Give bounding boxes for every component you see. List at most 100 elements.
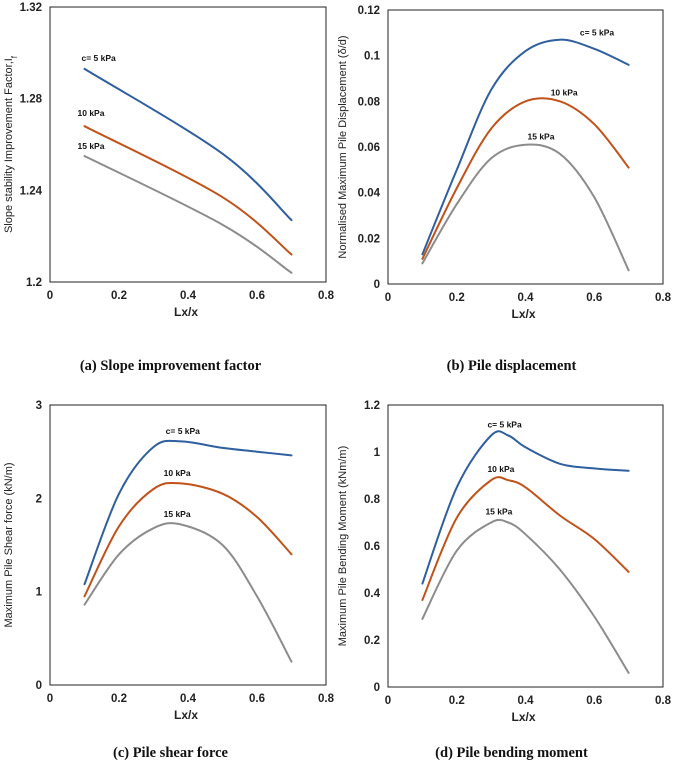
y-tick-label: 0.1 (364, 51, 381, 63)
data-point (222, 493, 224, 495)
data-point (118, 525, 120, 527)
y-tick-label: 1.2 (26, 277, 42, 289)
data-point (256, 516, 258, 518)
data-point (291, 553, 293, 555)
data-point (628, 64, 630, 66)
data-point (593, 123, 595, 125)
series-line (83, 481, 293, 598)
data-point (456, 169, 458, 171)
y-tick-label: 1.28 (20, 94, 43, 106)
series-line (83, 439, 293, 586)
y-axis-label-text: Maximum Pile Bending Moment (kNm/m) (337, 446, 349, 647)
series-line (83, 522, 293, 663)
series-line (83, 67, 293, 222)
data-point (490, 479, 492, 481)
y-tick-label: 1 (36, 587, 43, 599)
data-point (525, 144, 527, 146)
data-point (490, 89, 492, 91)
y-tick-label: 0.06 (358, 142, 380, 154)
x-tick-label: 0.8 (318, 693, 335, 705)
data-point (525, 446, 527, 448)
data-point (153, 446, 155, 448)
series-label: 10 kPa (551, 87, 578, 97)
x-tick-label: 0.2 (111, 290, 127, 302)
chart-a: 0 0.2 0.4 0.6 0.8 1.2 1.24 1.28 1.32 Lx/x Slope st… (3, 2, 335, 319)
x-tick-label: 0.6 (249, 693, 265, 705)
data-point (84, 68, 86, 70)
chart-b: 0 0.2 0.4 0.6 0.8 0 0.02 0.04 0.06 0.08 0.1 0.12 Lx/… (337, 5, 672, 321)
y-axis-label: Slope stability Improvement Factor,If (3, 55, 19, 233)
data-point (507, 522, 509, 524)
caption-d: (d) Pile bending moment (435, 745, 588, 761)
data-point (84, 583, 86, 585)
series-line (421, 430, 630, 585)
x-tick-label: 0.8 (655, 695, 672, 707)
data-point (180, 482, 182, 484)
data-point (628, 470, 630, 472)
caption-b: (b) Pile displacement (446, 358, 577, 374)
data-point (507, 479, 509, 481)
series-label: c= 5 kPa (82, 53, 117, 63)
series-label: c= 5 kPa (487, 420, 522, 430)
y-tick-label: 0.04 (358, 188, 381, 200)
y-tick-label: 3 (36, 400, 42, 412)
data-point (593, 616, 595, 618)
data-point (559, 463, 561, 465)
x-tick-label: 0.8 (318, 290, 335, 302)
data-point (84, 125, 86, 127)
series-label: c= 5 kPa (166, 426, 201, 436)
y-tick-label: 1.24 (20, 185, 43, 197)
x-tick-label: 0.2 (449, 695, 465, 707)
caption-a: (a) Slope improvement factor (79, 358, 262, 374)
y-tick-label: 0 (374, 682, 380, 694)
y-axis-label-text: Slope stability Improvement Factor,I (3, 58, 15, 233)
data-point (559, 514, 561, 516)
data-point (456, 486, 458, 488)
data-point (118, 553, 120, 555)
series-label: c= 5 kPa (580, 28, 615, 38)
x-tick-label: 0.4 (518, 695, 535, 707)
data-point (490, 435, 492, 437)
data-point (525, 486, 527, 488)
y-axis-label: Maximum Pile Bending Moment (kNm/m) (337, 446, 349, 647)
x-tick-label: 0.4 (518, 292, 535, 304)
y-axis-label: Normalised Maximum Pile Displacement (δ/… (337, 35, 349, 258)
data-point (291, 272, 293, 274)
y-tick-label: 0.8 (364, 494, 381, 506)
data-point (421, 599, 423, 601)
data-point (222, 153, 224, 155)
data-point (118, 493, 120, 495)
x-tick-label: 0.8 (655, 292, 672, 304)
caption-c: (c) Pile shear force (112, 745, 228, 761)
data-point (628, 167, 630, 169)
x-axis-label: Lx/x (511, 307, 535, 321)
x-tick-label: 0.4 (180, 290, 197, 302)
x-tick-label: 0 (47, 290, 53, 302)
plot-frame (387, 9, 664, 285)
data-point (84, 155, 86, 157)
y-tick-label: 0.6 (364, 541, 380, 553)
data-point (222, 224, 224, 226)
data-point (456, 187, 458, 189)
y-tick-label: 0.12 (358, 5, 380, 17)
data-point (222, 196, 224, 198)
y-tick-label: 0 (36, 680, 42, 692)
data-point (559, 569, 561, 571)
series-line (421, 143, 630, 272)
data-point (507, 435, 509, 437)
series-line (421, 476, 630, 601)
y-tick-label: 0.4 (364, 588, 381, 600)
x-axis-label: Lx/x (174, 708, 198, 722)
y-tick-label: 0 (374, 279, 380, 291)
x-axis-label: Lx/x (174, 305, 198, 319)
data-point (559, 100, 561, 102)
series-line (421, 38, 630, 256)
series-label: 10 kPa (487, 464, 514, 474)
data-point (593, 48, 595, 50)
series-label: 15 kPa (528, 132, 555, 142)
series-line (421, 97, 630, 260)
data-point (525, 100, 527, 102)
data-point (421, 262, 423, 264)
y-tick-label: 1.32 (20, 2, 42, 14)
